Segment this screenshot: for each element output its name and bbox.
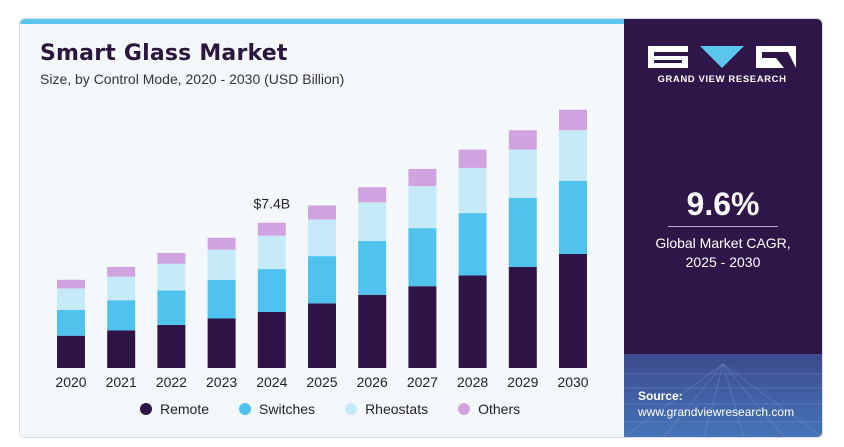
bar-segment-remote-2023 [207,318,236,368]
bar-segment-switches-2020 [57,309,85,336]
x-tick-label-2027: 2027 [407,374,438,390]
bar-segment-rheostats-2024 [257,235,286,270]
legend-item-rheostats: Rheostats [345,401,428,417]
bar-segment-switches-2022 [157,290,186,325]
bar-segment-others-2022 [157,252,186,264]
bar-segment-remote-2022 [157,325,186,368]
bar-segment-switches-2023 [207,279,236,319]
x-tick-label-2029: 2029 [507,374,538,390]
legend-label-rheostats: Rheostats [365,401,429,417]
bar-segment-remote-2024 [257,312,286,368]
legend-item-remote: Remote [140,401,209,417]
bar-segment-others-2024 [257,222,286,236]
bar-segment-switches-2026 [358,241,387,295]
bar-segment-remote-2025 [308,303,336,368]
x-tick-label-2024: 2024 [256,374,287,390]
bar-segment-switches-2027 [408,228,437,287]
bar-segment-remote-2029 [508,266,537,368]
accent-bar [20,19,624,24]
bar-segment-switches-2030 [559,180,587,254]
bar-segment-others-2029 [508,130,537,150]
brand-sidebar: GRAND VIEW RESEARCH 9.6% Global Market C… [624,19,822,437]
bar-segment-rheostats-2025 [308,219,336,257]
bar-segment-others-2020 [57,279,85,289]
chart-panel: Smart Glass Market Size, by Control Mode… [20,19,624,437]
chart-subtitle: Size, by Control Mode, 2020 - 2030 (USD … [40,71,345,87]
bar-segment-others-2025 [308,205,336,220]
cagr-label-line1: Global Market CAGR, [655,235,791,251]
x-tick-label-2025: 2025 [306,374,337,390]
legend-label-others: Others [478,401,521,417]
bar-segment-others-2021 [107,266,136,277]
cagr-label: Global Market CAGR, 2025 - 2030 [624,234,822,272]
bar-segment-rheostats-2029 [508,149,537,198]
decorative-grid [624,363,822,437]
stacked-bar-chart: 2020 2021 2022 2023 2024 $7.4B 2025 2026 2027 202… [55,109,589,390]
x-tick-label-2020: 2020 [55,374,86,390]
bar-segment-rheostats-2026 [358,202,387,241]
chart-card: Smart Glass Market Size, by Control Mode… [19,18,823,438]
legend-swatch-others [458,403,471,415]
legend-swatch-remote [140,403,152,415]
x-tick-label-2026: 2026 [357,374,388,390]
x-tick-label-2021: 2021 [106,374,137,390]
bar-segment-others-2027 [408,168,437,187]
source-link[interactable]: www.grandviewresearch.com [638,405,795,419]
bar-segment-switches-2029 [508,198,537,267]
legend-item-switches: Switches [239,401,315,417]
bar-segment-rheostats-2030 [559,130,587,181]
bar-segment-rheostats-2028 [458,167,487,214]
x-tick-label-2023: 2023 [206,374,237,390]
bar-segment-switches-2025 [308,256,336,304]
grand-view-research-logo [648,46,796,68]
source-panel [624,354,822,437]
cagr-label-line2: 2025 - 2030 [685,254,761,270]
bar-segment-remote-2021 [107,330,136,368]
bar-segment-others-2023 [207,237,236,250]
bar-segment-rheostats-2021 [107,276,136,301]
bar-segment-switches-2024 [257,269,286,312]
bar-segment-rheostats-2023 [207,249,236,280]
bar-segment-rheostats-2022 [157,263,186,291]
legend-label-switches: Switches [259,401,316,417]
source-label: Source: [638,389,683,403]
bar-segment-remote-2026 [358,294,387,368]
chart-legend: Remote Switches Rheostats Others [140,401,520,417]
bar-segment-remote-2030 [559,253,587,368]
bar-segment-remote-2028 [458,275,487,368]
bar-segment-others-2030 [559,109,587,131]
bar-segment-switches-2028 [458,213,487,276]
chart-title: Smart Glass Market [40,41,288,66]
cagr-value: 9.6% [686,186,760,222]
legend-swatch-switches [239,403,252,415]
bar-segment-rheostats-2020 [57,288,85,310]
bar-segment-others-2026 [358,187,387,203]
cagr-divider [668,226,778,227]
brand-name: GRAND VIEW RESEARCH [657,74,787,85]
bar-segment-switches-2021 [107,300,136,331]
bar-segment-others-2028 [458,149,487,168]
bar-segment-remote-2027 [408,286,437,368]
legend-swatch-rheostats [345,403,358,415]
legend-item-others: Others [458,401,520,417]
bar-segment-rheostats-2027 [408,186,437,229]
bar-segment-remote-2020 [57,335,85,368]
x-tick-label-2028: 2028 [457,374,488,390]
data-label-2024: $7.4B [254,196,291,212]
legend-label-remote: Remote [160,401,210,417]
x-tick-label-2022: 2022 [156,374,187,390]
x-tick-label-2030: 2030 [557,374,588,390]
